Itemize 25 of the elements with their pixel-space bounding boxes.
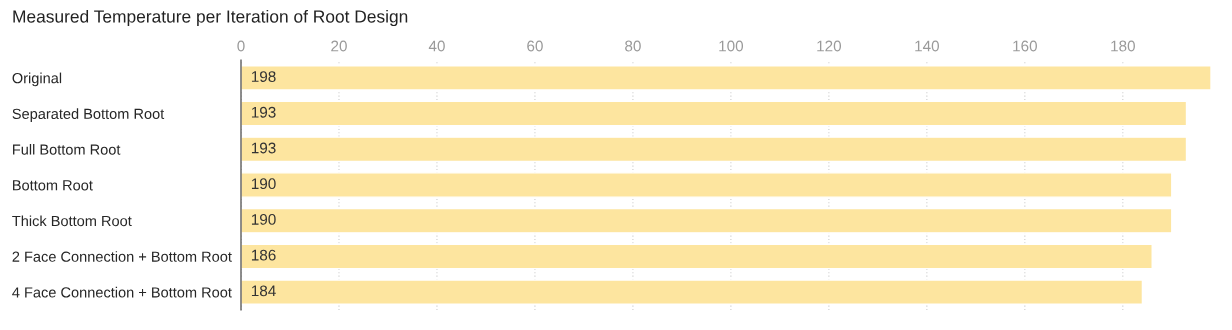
y-tick-label: Full Bottom Root: [13, 144, 121, 155]
data-label: 193: [251, 142, 276, 154]
x-tick-label: 80: [625, 40, 641, 52]
x-tick-label: 140: [915, 40, 940, 52]
data-label: 198: [251, 71, 276, 82]
x-tick-label: 60: [527, 40, 543, 52]
y-tick-label: 4 Face Connection + Bottom Root: [12, 286, 232, 298]
y-tick-label: Separated Bottom Root: [12, 108, 165, 122]
data-label: 184: [251, 285, 276, 297]
y-tick-label: 2 Face Connection + Bottom Root: [12, 251, 232, 262]
x-tick-label: 100: [719, 40, 744, 52]
x-tick-label: 180: [1111, 40, 1135, 52]
x-tick-label: 20: [331, 40, 347, 52]
chart-title: Measured Temperature per Iteration of Root Design: [13, 9, 408, 27]
x-tick-label: 160: [1013, 40, 1037, 52]
data-label: 193: [251, 106, 276, 118]
data-label: 186: [251, 249, 276, 261]
data-label: 190: [251, 214, 276, 225]
y-tick-label: Bottom Root: [13, 180, 93, 191]
x-tick-label: 40: [428, 40, 445, 52]
data-label: 190: [251, 178, 276, 190]
y-tick-label: Thick Bottom Root: [12, 215, 132, 227]
x-tick-label: 120: [817, 40, 842, 52]
x-tick-label: 0: [237, 40, 245, 52]
y-tick-label: Original: [12, 72, 62, 87]
